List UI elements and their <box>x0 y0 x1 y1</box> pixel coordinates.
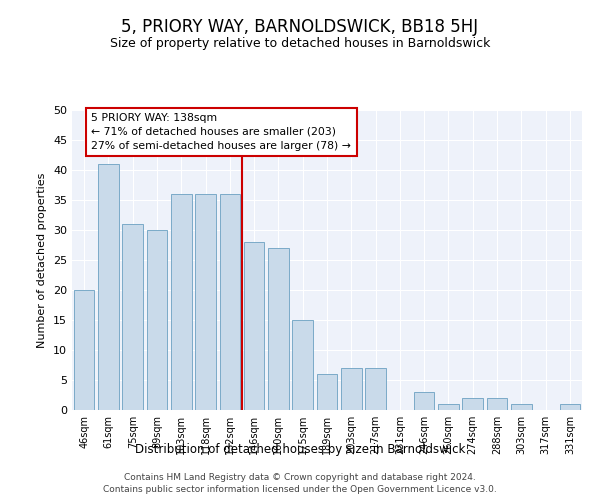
Text: 5, PRIORY WAY, BARNOLDSWICK, BB18 5HJ: 5, PRIORY WAY, BARNOLDSWICK, BB18 5HJ <box>121 18 479 36</box>
Text: Distribution of detached houses by size in Barnoldswick: Distribution of detached houses by size … <box>135 442 465 456</box>
Bar <box>146 230 167 410</box>
Bar <box>268 248 289 410</box>
Y-axis label: Number of detached properties: Number of detached properties <box>37 172 47 348</box>
Bar <box>195 194 216 410</box>
Text: Contains public sector information licensed under the Open Government Licence v3: Contains public sector information licen… <box>103 485 497 494</box>
Bar <box>463 398 483 410</box>
Bar <box>317 374 337 410</box>
Text: Size of property relative to detached houses in Barnoldswick: Size of property relative to detached ho… <box>110 38 490 51</box>
Bar <box>292 320 313 410</box>
Bar <box>341 368 362 410</box>
Bar <box>171 194 191 410</box>
Bar <box>98 164 119 410</box>
Bar <box>244 242 265 410</box>
Bar <box>414 392 434 410</box>
Bar <box>487 398 508 410</box>
Bar <box>438 404 459 410</box>
Bar <box>74 290 94 410</box>
Bar <box>220 194 240 410</box>
Text: Contains HM Land Registry data © Crown copyright and database right 2024.: Contains HM Land Registry data © Crown c… <box>124 472 476 482</box>
Bar <box>365 368 386 410</box>
Bar <box>122 224 143 410</box>
Text: 5 PRIORY WAY: 138sqm
← 71% of detached houses are smaller (203)
27% of semi-deta: 5 PRIORY WAY: 138sqm ← 71% of detached h… <box>91 113 352 151</box>
Bar <box>511 404 532 410</box>
Bar <box>560 404 580 410</box>
